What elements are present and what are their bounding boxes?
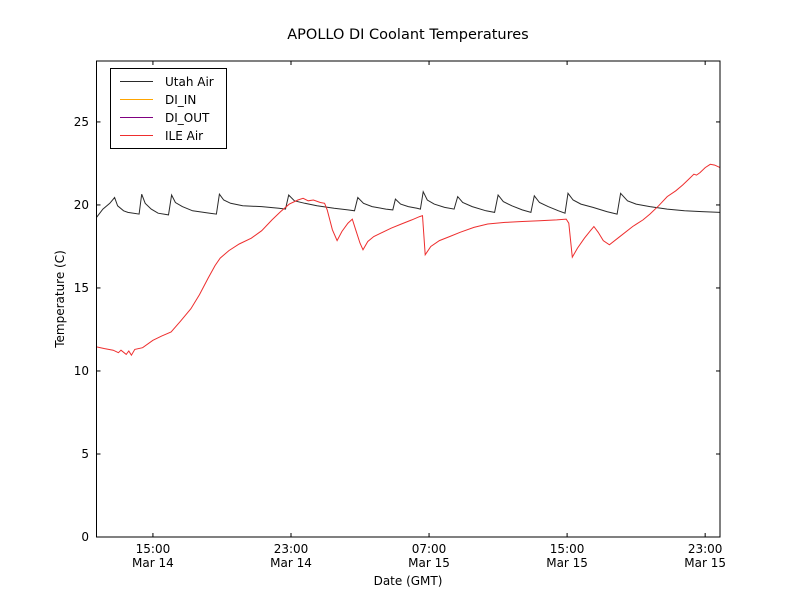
legend-row-di-in: DI_IN	[120, 92, 214, 107]
legend-label-ile-air: ILE Air	[165, 128, 204, 143]
y-tick-label: 10	[73, 363, 89, 378]
legend: Utah Air DI_IN DI_OUT ILE Air	[110, 68, 227, 149]
legend-row-ile-air: ILE Air	[120, 128, 214, 143]
legend-line-di-out	[120, 116, 153, 119]
y-tick-label: 15	[73, 280, 89, 295]
y-tick-label: 0	[81, 530, 89, 544]
x-tick-label: 07:00 Mar 15	[384, 542, 474, 570]
y-tick-label: 5	[81, 446, 89, 461]
x-tick-label: 23:00 Mar 15	[660, 542, 750, 570]
x-axis-label: Date (GMT)	[373, 574, 443, 588]
x-tick-date: Mar 15	[684, 555, 727, 570]
x-tick-date: Mar 15	[408, 555, 450, 570]
x-tick-time: 15:00	[135, 542, 171, 556]
legend-label-utah-air: Utah Air	[165, 74, 214, 89]
x-tick-date: Mar 15	[546, 555, 588, 570]
x-tick-label: 23:00 Mar 14	[246, 542, 336, 570]
legend-label-di-out: DI_OUT	[165, 110, 210, 125]
x-tick-time: 23:00	[273, 542, 309, 556]
series-line-utah-air	[96, 190, 721, 218]
legend-line-ile-air	[120, 134, 153, 137]
x-tick-date: Mar 14	[270, 555, 312, 570]
plot-frame	[96, 60, 721, 538]
x-tick-label: 15:00 Mar 14	[108, 542, 198, 570]
x-tick-label: 15:00 Mar 15	[522, 542, 612, 570]
legend-label-di-in: DI_IN	[165, 92, 197, 107]
x-tick-date: Mar 14	[132, 555, 174, 570]
legend-line-utah-air	[120, 80, 153, 83]
x-tick-time: 07:00	[411, 542, 447, 556]
legend-row-di-out: DI_OUT	[120, 110, 214, 125]
y-tick-label: 20	[73, 197, 89, 212]
x-tick-time: 23:00	[687, 542, 723, 556]
y-tick-label: 25	[73, 114, 89, 129]
chart-title: APOLLO DI Coolant Temperatures	[287, 27, 529, 43]
legend-line-di-in	[120, 98, 153, 101]
legend-row-utah-air: Utah Air	[120, 74, 214, 89]
series-line-ile-air	[96, 163, 721, 357]
x-tick-time: 15:00	[549, 542, 585, 556]
